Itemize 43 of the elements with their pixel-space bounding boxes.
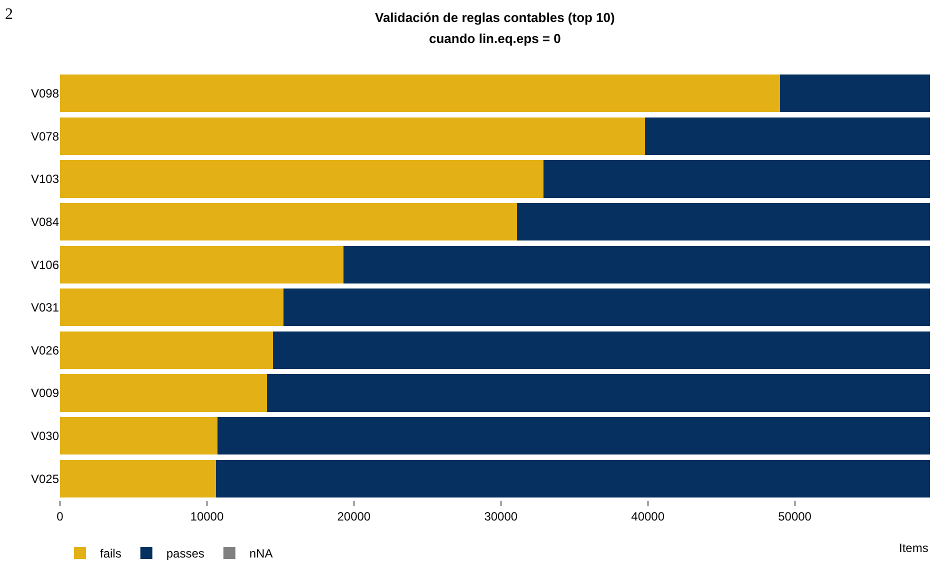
bar — [60, 460, 216, 498]
bar — [60, 74, 780, 112]
bar — [344, 246, 930, 284]
y-tick-label: V084 — [30, 215, 60, 229]
bar — [60, 416, 218, 455]
bar — [283, 288, 930, 326]
chart-subtitle: cuando lin.eq.eps = 0 — [429, 31, 561, 46]
x-tick-label: 40000 — [631, 509, 665, 524]
bar — [60, 246, 344, 284]
y-tick-label: V030 — [30, 429, 60, 443]
bar — [60, 374, 268, 412]
x-tick-label: 30000 — [484, 509, 518, 524]
bar — [517, 202, 930, 241]
bar — [217, 416, 930, 455]
bar — [60, 160, 544, 198]
bar — [544, 160, 930, 198]
legend-label: passes — [166, 546, 204, 561]
y-tick-label: V026 — [30, 343, 60, 358]
legend-label: nNA — [249, 546, 273, 561]
bar — [60, 117, 645, 156]
bar — [60, 288, 284, 326]
y-tick-label: V103 — [30, 172, 60, 186]
bar — [644, 117, 930, 156]
bar — [60, 202, 518, 241]
bar — [60, 331, 274, 370]
bar — [273, 331, 930, 370]
y-tick-label: V031 — [30, 300, 60, 315]
y-tick-label: V078 — [30, 129, 60, 144]
bar — [267, 374, 930, 412]
chart-title: Validación de reglas contables (top 10) — [375, 10, 615, 25]
bar — [780, 74, 930, 112]
y-tick-label: V098 — [30, 86, 60, 101]
y-tick-label: V106 — [30, 258, 60, 272]
x-tick-label: 0 — [56, 509, 64, 524]
y-tick-label: V009 — [30, 386, 60, 400]
legend-label: fails — [100, 546, 122, 561]
x-tick-label: 10000 — [190, 509, 224, 524]
x-tick-label: 50000 — [778, 509, 812, 524]
y-tick-label: V025 — [30, 472, 60, 486]
x-tick-label: 20000 — [337, 509, 371, 524]
text: 2 — [5, 6, 13, 23]
x-axis-title: Items — [899, 541, 928, 555]
bar — [216, 460, 930, 498]
